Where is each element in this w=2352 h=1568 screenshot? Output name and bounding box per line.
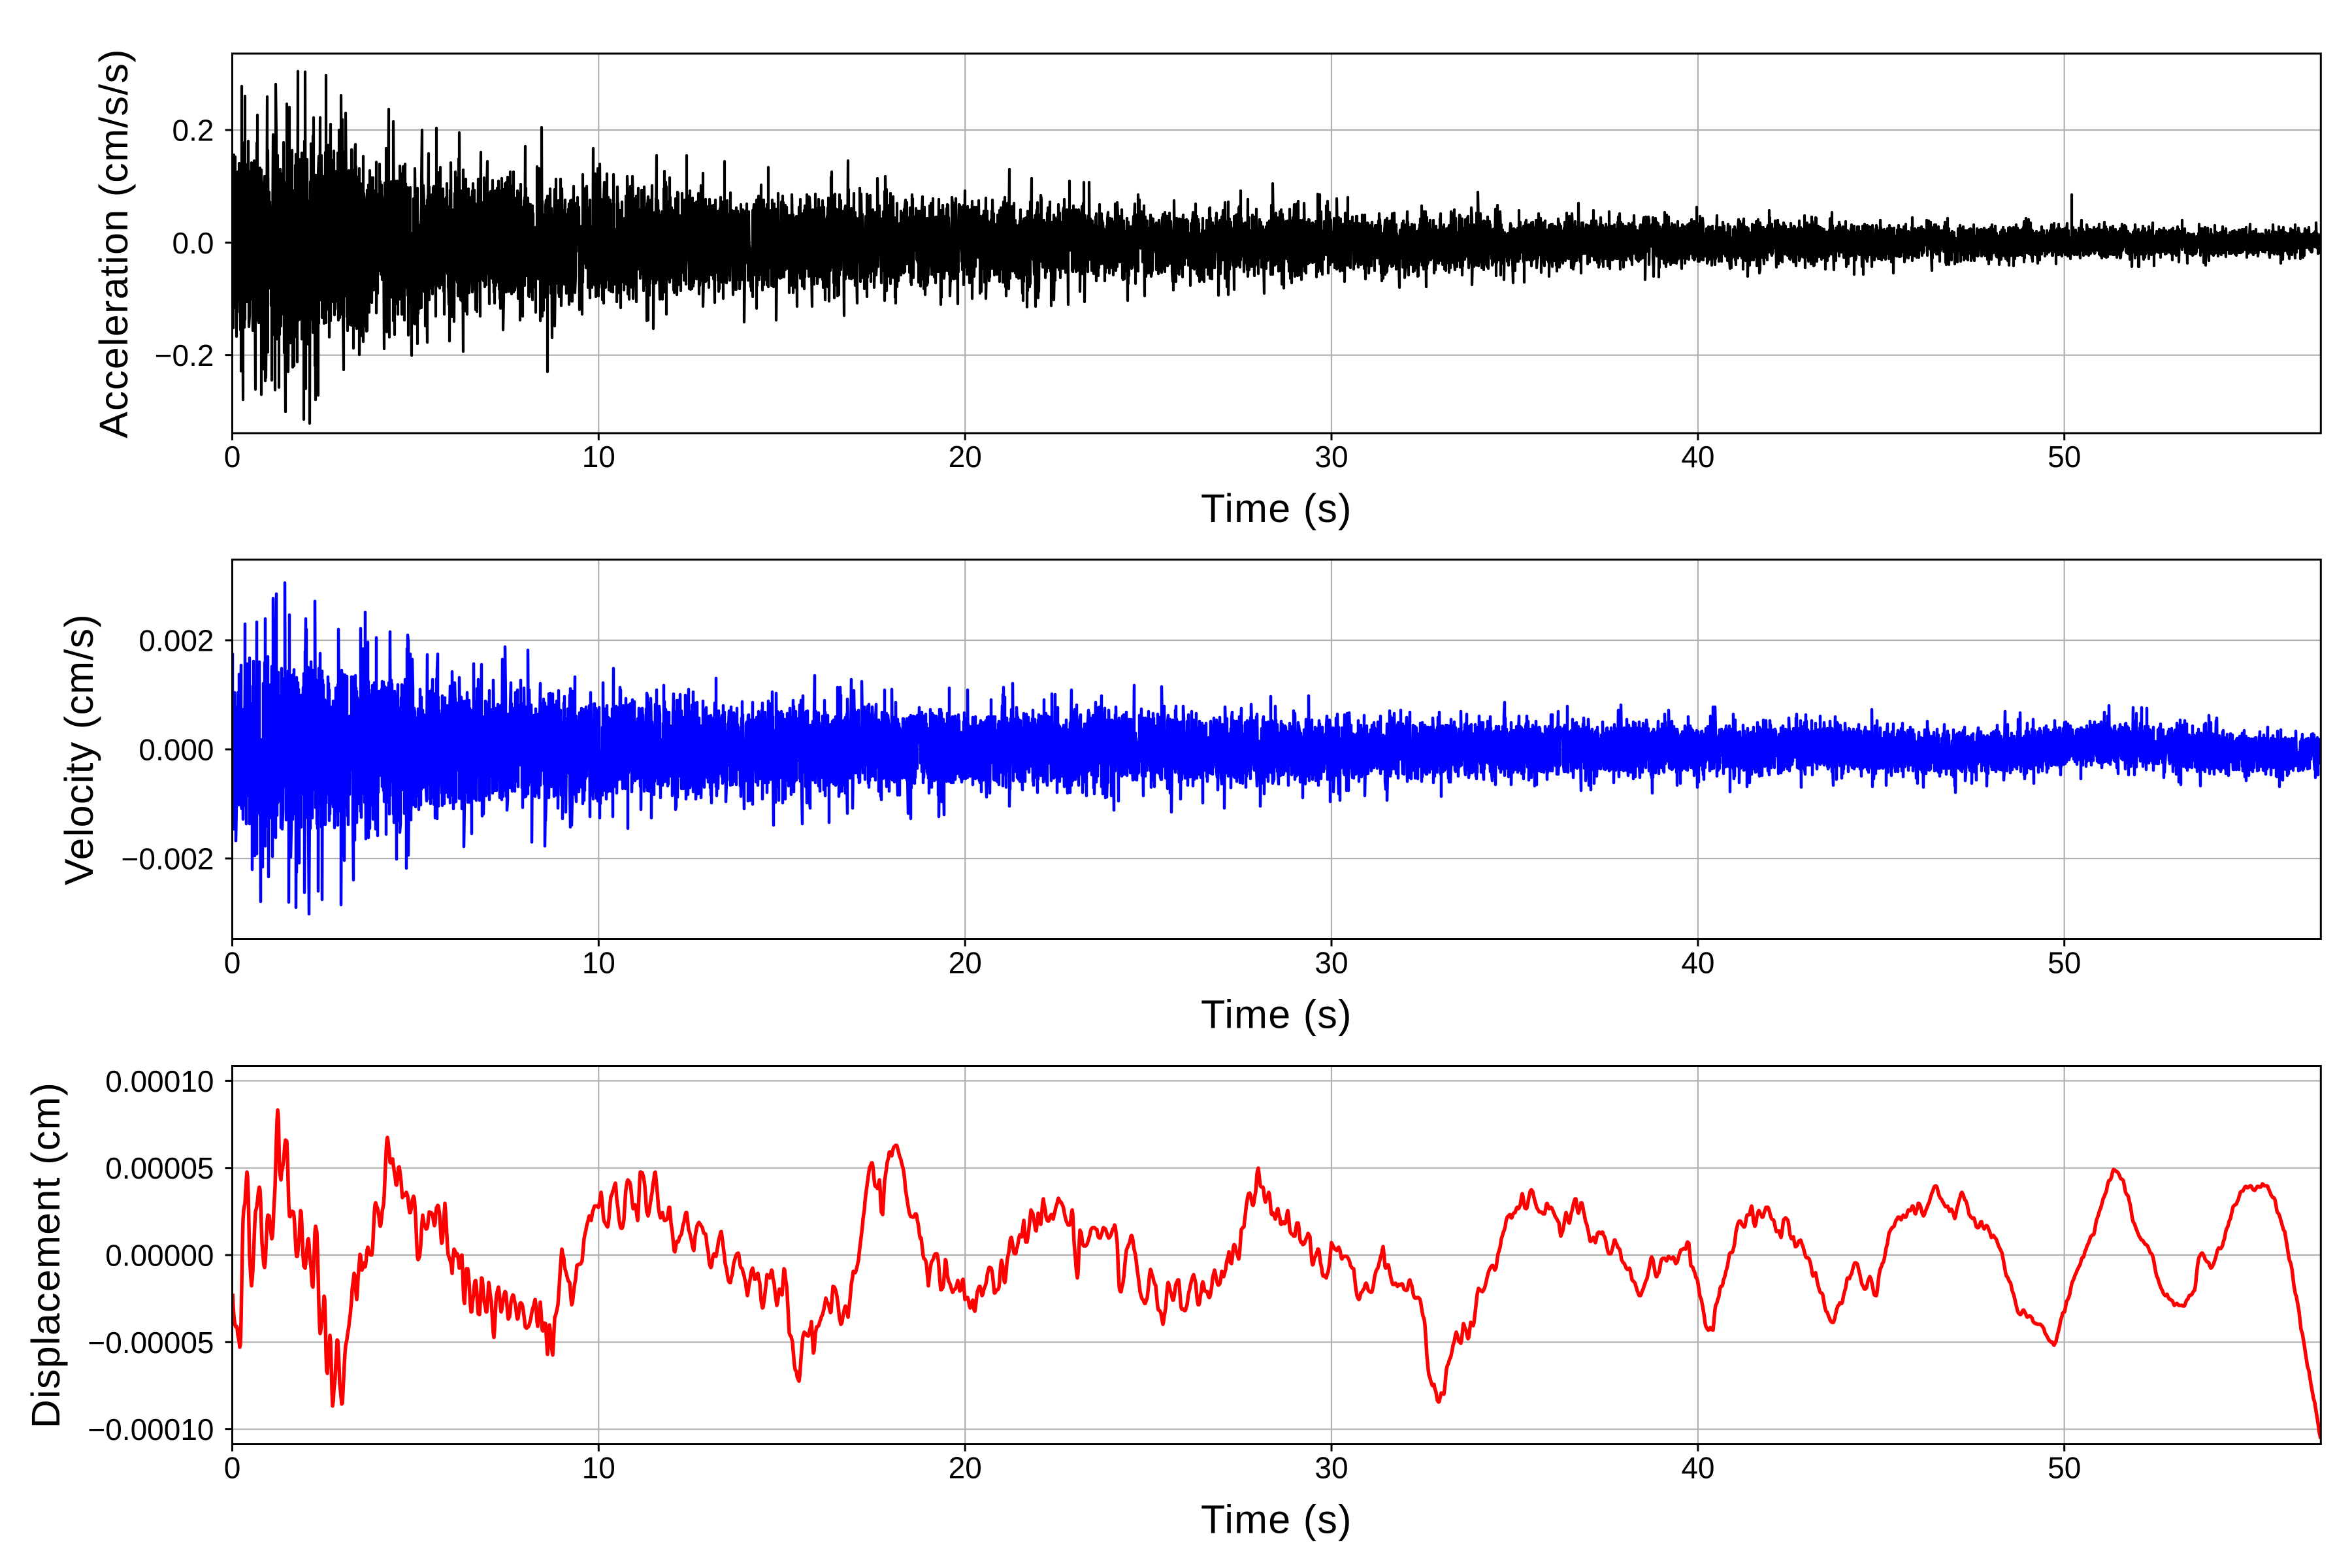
svg-text:Time (s): Time (s) xyxy=(1201,992,1352,1037)
svg-text:−0.2: −0.2 xyxy=(155,338,214,372)
svg-text:20: 20 xyxy=(949,946,982,980)
svg-text:0.00010: 0.00010 xyxy=(105,1064,214,1098)
svg-text:10: 10 xyxy=(582,946,615,980)
svg-text:−0.00010: −0.00010 xyxy=(88,1413,214,1446)
svg-text:0: 0 xyxy=(224,946,241,980)
svg-text:−0.002: −0.002 xyxy=(122,842,214,876)
svg-text:50: 50 xyxy=(2048,946,2081,980)
svg-text:20: 20 xyxy=(949,440,982,474)
svg-text:0.00005: 0.00005 xyxy=(105,1151,214,1185)
svg-text:0.00000: 0.00000 xyxy=(105,1239,214,1273)
svg-text:Displacement (cm): Displacement (cm) xyxy=(24,1082,68,1429)
svg-text:−0.00005: −0.00005 xyxy=(88,1326,214,1360)
svg-text:Acceleration (cm/s/s): Acceleration (cm/s/s) xyxy=(91,48,136,438)
svg-text:50: 50 xyxy=(2048,440,2081,474)
svg-text:0: 0 xyxy=(224,440,241,474)
svg-text:0.0: 0.0 xyxy=(172,226,214,260)
svg-text:40: 40 xyxy=(1681,440,1714,474)
svg-text:50: 50 xyxy=(2048,1451,2081,1485)
svg-text:0: 0 xyxy=(224,1451,241,1485)
svg-text:Velocity (cm/s): Velocity (cm/s) xyxy=(57,613,101,885)
svg-text:0.2: 0.2 xyxy=(172,114,214,148)
svg-text:20: 20 xyxy=(949,1451,982,1485)
svg-text:10: 10 xyxy=(582,440,615,474)
svg-text:0.000: 0.000 xyxy=(139,733,214,767)
svg-text:30: 30 xyxy=(1315,1451,1348,1485)
svg-text:30: 30 xyxy=(1315,440,1348,474)
svg-text:40: 40 xyxy=(1681,946,1714,980)
svg-text:10: 10 xyxy=(582,1451,615,1485)
svg-text:40: 40 xyxy=(1681,1451,1714,1485)
svg-text:Time (s): Time (s) xyxy=(1201,486,1352,531)
svg-text:30: 30 xyxy=(1315,946,1348,980)
svg-text:Time (s): Time (s) xyxy=(1201,1497,1352,1542)
svg-text:0.002: 0.002 xyxy=(139,624,214,658)
